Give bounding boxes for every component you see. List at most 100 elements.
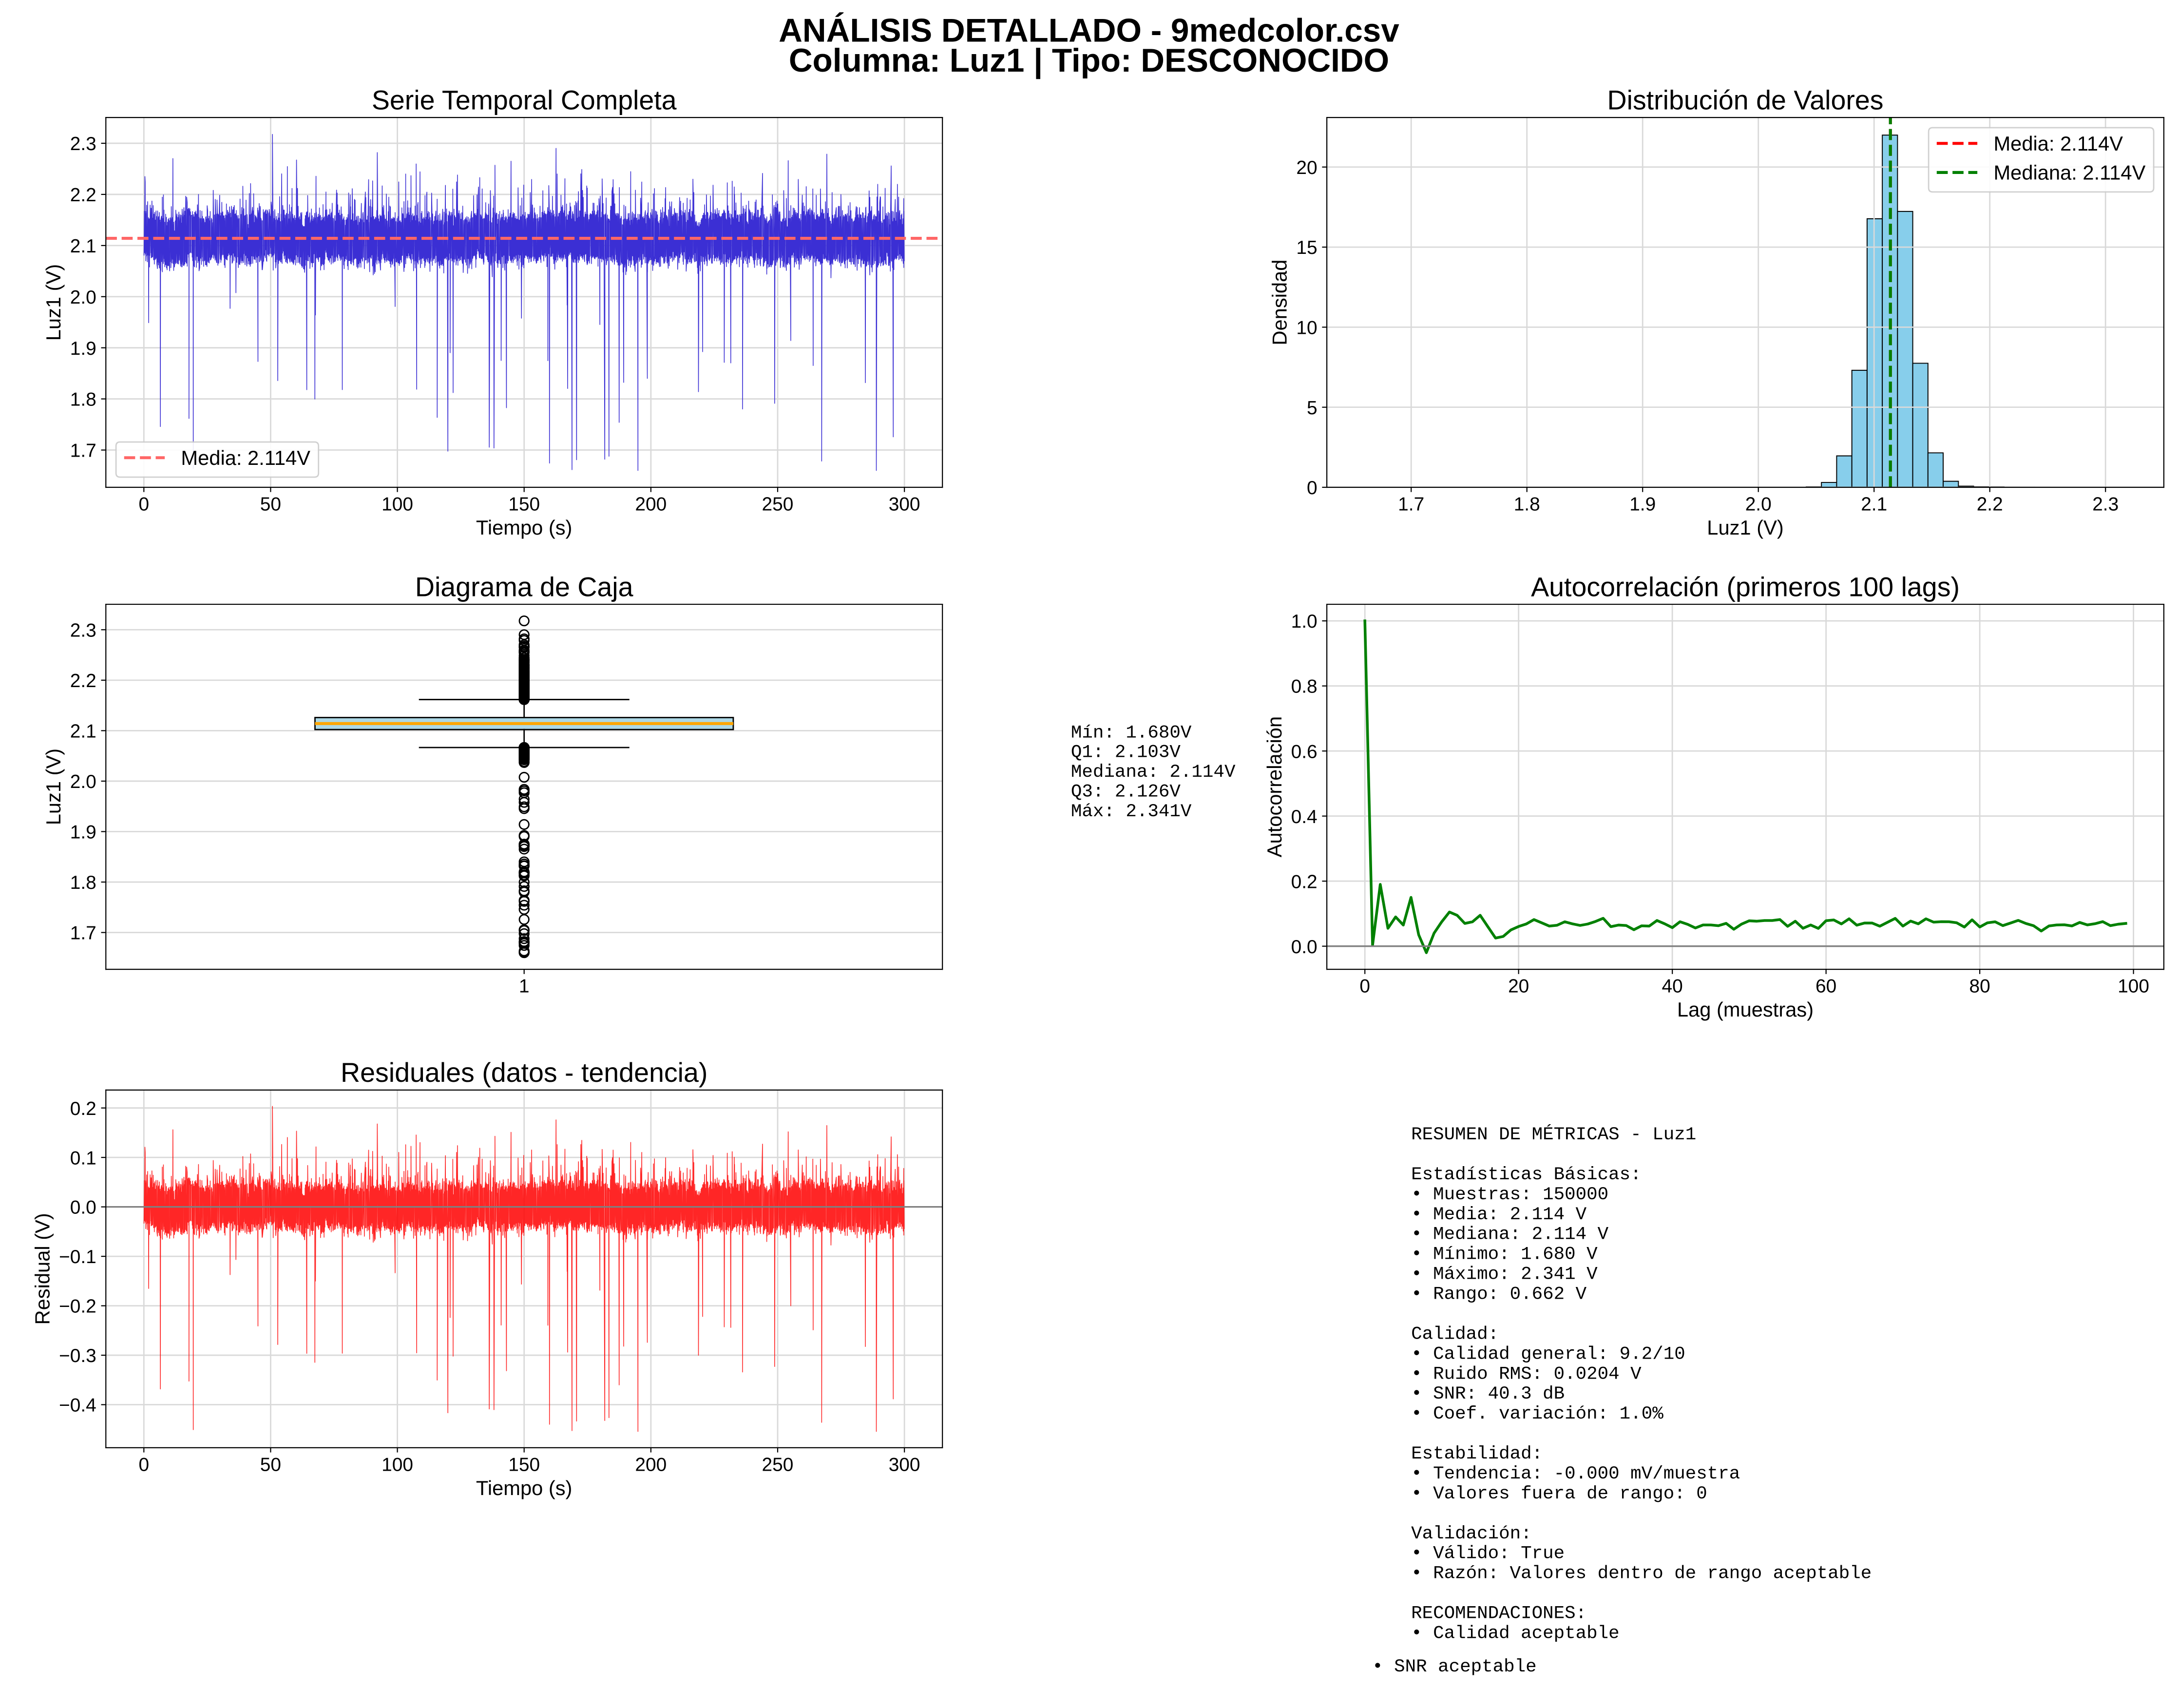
svg-text:Diagrama de Caja: Diagrama de Caja: [415, 572, 633, 602]
svg-text:Media: 2.114V: Media: 2.114V: [1993, 132, 2123, 155]
svg-text:2.2: 2.2: [70, 185, 96, 206]
svg-text:100: 100: [382, 1454, 413, 1475]
svg-text:• Mínimo: 1.680 V: • Mínimo: 1.680 V: [1411, 1245, 1598, 1265]
svg-text:1.7: 1.7: [70, 923, 96, 944]
svg-text:Q1: 2.103V: Q1: 2.103V: [1071, 743, 1181, 763]
svg-text:• Válido: True: • Válido: True: [1411, 1544, 1565, 1564]
svg-text:−0.4: −0.4: [59, 1395, 96, 1416]
svg-text:−0.2: −0.2: [59, 1296, 96, 1317]
svg-text:150: 150: [508, 1454, 540, 1475]
svg-text:1.7: 1.7: [70, 441, 96, 461]
svg-text:Densidad: Densidad: [1268, 260, 1291, 345]
svg-text:• SNR: 40.3 dB: • SNR: 40.3 dB: [1411, 1384, 1565, 1404]
svg-text:Validación:: Validación:: [1411, 1524, 1532, 1544]
svg-text:250: 250: [762, 494, 794, 515]
svg-text:Mediana: 2.114V: Mediana: 2.114V: [1993, 161, 2145, 184]
svg-text:Luz1 (V): Luz1 (V): [42, 264, 65, 341]
svg-text:Tiempo (s): Tiempo (s): [476, 516, 573, 539]
svg-text:• Tendencia: -0.000 mV/muestra: • Tendencia: -0.000 mV/muestra: [1411, 1464, 1740, 1484]
svg-text:0.2: 0.2: [1291, 871, 1318, 892]
svg-text:300: 300: [889, 1454, 920, 1475]
svg-text:2.2: 2.2: [1977, 494, 2003, 515]
svg-text:1.7: 1.7: [1398, 494, 1424, 515]
svg-text:2.2: 2.2: [70, 671, 96, 691]
svg-text:1.8: 1.8: [70, 389, 96, 410]
svg-text:Luz1 (V): Luz1 (V): [42, 748, 65, 825]
svg-text:Serie Temporal Completa: Serie Temporal Completa: [372, 85, 677, 115]
svg-text:2.0: 2.0: [70, 771, 96, 792]
svg-text:5: 5: [1307, 398, 1318, 419]
svg-text:150: 150: [508, 494, 540, 515]
svg-text:2.1: 2.1: [70, 721, 96, 742]
svg-text:0: 0: [138, 494, 149, 515]
svg-text:• SNR aceptable: • SNR aceptable: [1372, 1657, 1537, 1677]
svg-text:1: 1: [519, 976, 530, 997]
svg-text:• Calidad general: 9.2/10: • Calidad general: 9.2/10: [1411, 1344, 1685, 1364]
svg-text:• Ruido RMS: 0.0204 V: • Ruido RMS: 0.0204 V: [1411, 1364, 1642, 1384]
svg-text:15: 15: [1296, 237, 1317, 258]
svg-text:1.8: 1.8: [1514, 494, 1540, 515]
svg-text:1.8: 1.8: [70, 872, 96, 893]
svg-text:1.9: 1.9: [1629, 494, 1656, 515]
svg-text:20: 20: [1508, 976, 1529, 997]
svg-text:2.3: 2.3: [70, 620, 96, 641]
svg-text:−0.1: −0.1: [59, 1247, 96, 1267]
svg-text:Luz1 (V): Luz1 (V): [1707, 516, 1783, 539]
svg-text:• Máximo: 2.341 V: • Máximo: 2.341 V: [1411, 1265, 1598, 1285]
svg-text:Mín: 1.680V: Mín: 1.680V: [1071, 723, 1192, 743]
svg-text:40: 40: [1662, 976, 1683, 997]
svg-text:2.3: 2.3: [2092, 494, 2119, 515]
svg-text:RECOMENDACIONES:: RECOMENDACIONES:: [1411, 1603, 1586, 1624]
svg-text:• Razón: Valores dentro de ran: • Razón: Valores dentro de rango aceptab…: [1411, 1564, 1872, 1584]
svg-text:Media: 2.114V: Media: 2.114V: [181, 446, 310, 469]
svg-text:Columna: Luz1 | Tipo: DESCONOC: Columna: Luz1 | Tipo: DESCONOCIDO: [789, 42, 1389, 79]
svg-text:2.0: 2.0: [1745, 494, 1772, 515]
svg-text:200: 200: [635, 1454, 667, 1475]
svg-text:Estadísticas Básicas:: Estadísticas Básicas:: [1411, 1165, 1642, 1185]
svg-text:50: 50: [260, 1454, 281, 1475]
svg-text:0.0: 0.0: [1291, 937, 1318, 958]
svg-text:100: 100: [2118, 976, 2149, 997]
svg-text:10: 10: [1296, 317, 1317, 338]
svg-text:Residual (V): Residual (V): [31, 1213, 54, 1324]
svg-text:Tiempo (s): Tiempo (s): [476, 1477, 573, 1499]
svg-text:100: 100: [382, 494, 413, 515]
svg-text:2.1: 2.1: [70, 236, 96, 257]
svg-text:Mediana: 2.114V: Mediana: 2.114V: [1071, 762, 1236, 783]
svg-text:• Mediana: 2.114 V: • Mediana: 2.114 V: [1411, 1225, 1609, 1245]
svg-text:Distribución de Valores: Distribución de Valores: [1607, 85, 1883, 115]
svg-text:2.0: 2.0: [70, 287, 96, 308]
svg-text:• Coef. variación: 1.0%: • Coef. variación: 1.0%: [1411, 1404, 1663, 1424]
svg-text:2.3: 2.3: [70, 134, 96, 154]
svg-text:0.1: 0.1: [70, 1148, 96, 1169]
svg-text:Autocorrelación (primeros 100: Autocorrelación (primeros 100 lags): [1531, 572, 1960, 602]
svg-text:Lag (muestras): Lag (muestras): [1677, 998, 1814, 1021]
svg-text:80: 80: [1969, 976, 1990, 997]
svg-text:2.1: 2.1: [1861, 494, 1887, 515]
svg-text:20: 20: [1296, 157, 1317, 178]
svg-text:Máx: 2.341V: Máx: 2.341V: [1071, 802, 1192, 822]
svg-text:RESUMEN DE MÉTRICAS - Luz1: RESUMEN DE MÉTRICAS - Luz1: [1411, 1124, 1696, 1145]
svg-text:0.6: 0.6: [1291, 741, 1318, 762]
svg-text:1.9: 1.9: [70, 822, 96, 843]
svg-text:0.8: 0.8: [1291, 676, 1318, 697]
svg-text:250: 250: [762, 1454, 794, 1475]
svg-text:0: 0: [1307, 478, 1318, 499]
svg-text:0: 0: [1359, 976, 1370, 997]
svg-text:50: 50: [260, 494, 281, 515]
svg-text:−0.3: −0.3: [59, 1345, 96, 1366]
svg-text:• Calidad aceptable: • Calidad aceptable: [1411, 1623, 1620, 1644]
svg-text:0.4: 0.4: [1291, 806, 1318, 827]
svg-text:1.9: 1.9: [70, 338, 96, 359]
svg-text:1.0: 1.0: [1291, 611, 1318, 632]
svg-text:Autocorrelación: Autocorrelación: [1263, 716, 1286, 857]
svg-text:0.0: 0.0: [70, 1197, 96, 1218]
svg-text:60: 60: [1815, 976, 1836, 997]
svg-text:0: 0: [138, 1454, 149, 1475]
svg-text:• Muestras: 150000: • Muestras: 150000: [1411, 1185, 1608, 1205]
svg-text:200: 200: [635, 494, 667, 515]
svg-text:• Valores fuera de rango: 0: • Valores fuera de rango: 0: [1411, 1484, 1707, 1504]
svg-text:• Rango: 0.662 V: • Rango: 0.662 V: [1411, 1285, 1587, 1305]
svg-text:0.2: 0.2: [70, 1098, 96, 1119]
svg-text:• Media: 2.114 V: • Media: 2.114 V: [1411, 1205, 1587, 1225]
